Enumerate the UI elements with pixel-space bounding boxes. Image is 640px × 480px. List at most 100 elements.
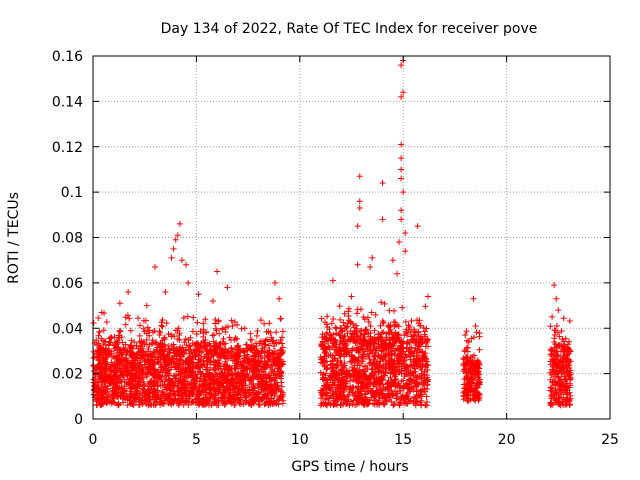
data-point — [400, 89, 407, 96]
data-point — [360, 382, 367, 389]
data-point — [404, 393, 411, 400]
data-point — [135, 315, 142, 322]
data-point — [332, 398, 339, 405]
data-point — [233, 363, 240, 370]
data-point — [207, 377, 214, 384]
data-point — [363, 384, 370, 391]
data-point — [146, 401, 153, 408]
data-point — [227, 348, 234, 355]
data-point — [108, 348, 115, 355]
x-tick-label: 10 — [291, 432, 309, 448]
data-point — [273, 329, 280, 336]
data-point — [324, 313, 331, 320]
data-point — [145, 397, 152, 404]
data-point — [158, 322, 165, 329]
data-point — [386, 394, 393, 401]
data-point — [103, 399, 110, 406]
data-point — [327, 352, 334, 359]
data-point — [414, 363, 421, 370]
data-point — [242, 394, 249, 401]
data-point — [211, 331, 218, 338]
data-point — [275, 365, 282, 372]
data-point — [353, 373, 360, 380]
data-point — [181, 384, 188, 391]
data-point — [100, 327, 107, 334]
x-tick-label: 20 — [498, 432, 516, 448]
data-point — [144, 348, 151, 355]
data-point — [463, 328, 470, 335]
data-point — [214, 351, 221, 358]
data-point — [190, 381, 197, 388]
data-point — [345, 312, 352, 319]
data-point — [189, 340, 196, 347]
data-point — [168, 401, 175, 408]
data-point — [190, 314, 197, 321]
data-point — [189, 353, 196, 360]
data-point — [280, 358, 287, 365]
data-point — [552, 361, 559, 368]
data-point — [241, 363, 248, 370]
data-point — [108, 368, 115, 375]
data-point — [108, 379, 115, 386]
data-point — [377, 345, 384, 352]
data-point — [136, 332, 143, 339]
data-point — [106, 335, 113, 342]
data-point — [378, 373, 385, 380]
data-point — [229, 322, 236, 329]
data-point — [549, 379, 556, 386]
data-point — [321, 350, 328, 357]
data-point — [401, 395, 408, 402]
data-point — [164, 381, 171, 388]
data-point — [567, 358, 574, 365]
data-point — [221, 352, 228, 359]
data-point — [201, 361, 208, 368]
data-point — [95, 371, 102, 378]
data-point — [335, 377, 342, 384]
data-point — [195, 388, 202, 395]
data-point — [269, 387, 276, 394]
data-point — [159, 392, 166, 399]
data-point — [268, 395, 275, 402]
data-point — [263, 328, 270, 335]
data-point — [318, 389, 325, 396]
data-point — [464, 337, 471, 344]
data-point — [387, 370, 394, 377]
data-point — [462, 332, 469, 339]
data-point — [342, 382, 349, 389]
data-point — [551, 355, 558, 362]
data-point — [96, 344, 103, 351]
data-point — [566, 402, 573, 409]
data-point — [253, 394, 260, 401]
data-point — [148, 354, 155, 361]
data-point — [337, 339, 344, 346]
data-point — [318, 395, 325, 402]
data-point — [215, 397, 222, 404]
data-point — [398, 337, 405, 344]
data-point — [280, 397, 287, 404]
data-point — [330, 340, 337, 347]
data-point — [145, 345, 152, 352]
data-point — [102, 358, 109, 365]
data-point — [189, 398, 196, 405]
data-point — [333, 330, 340, 337]
data-point — [202, 377, 209, 384]
data-point — [370, 393, 377, 400]
data-point — [364, 375, 371, 382]
data-point — [93, 337, 100, 344]
data-point — [188, 389, 195, 396]
data-point — [126, 397, 133, 404]
data-point — [423, 358, 430, 365]
data-point — [177, 374, 184, 381]
data-point — [322, 345, 329, 352]
data-point — [144, 394, 151, 401]
data-point — [356, 173, 363, 180]
data-point — [318, 315, 325, 322]
data-point — [344, 330, 351, 337]
data-point — [364, 314, 371, 321]
data-point — [329, 368, 336, 375]
data-point — [398, 355, 405, 362]
data-point — [384, 380, 391, 387]
data-point — [157, 340, 164, 347]
data-point — [126, 349, 133, 356]
data-point — [413, 350, 420, 357]
